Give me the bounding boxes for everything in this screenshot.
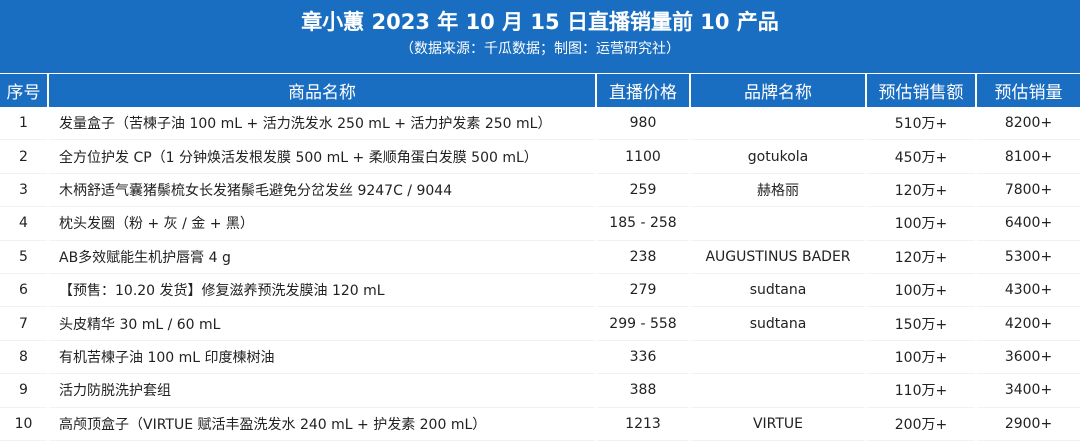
rank-cell: 4 — [0, 206, 48, 241]
product-name-cell: 发量盒子（苦楝子油 100 mL + 活力洗发水 250 mL + 活力护发素 … — [47, 107, 596, 140]
sales-volume-cell: 6400+ — [975, 206, 1080, 241]
sales-amount-cell: 100万+ — [865, 340, 976, 374]
table-row: 7 头皮精华 30 mL / 60 mL 299 - 558 sudtana 150万+… — [0, 306, 1080, 341]
sales-volume-cell: 8200+ — [975, 107, 1080, 140]
product-name-cell: 枕头发圈（粉 + 灰 / 金 + 黑） — [47, 206, 596, 241]
sales-amount-cell: 510万+ — [865, 107, 976, 140]
price-cell: 1213 — [595, 407, 690, 441]
price-cell: 336 — [595, 340, 690, 374]
data-source-note: （数据来源：千瓜数据；制图：运营研究社） — [400, 41, 680, 57]
rank-cell: 10 — [0, 407, 48, 441]
column-header-rank: 序号 — [0, 74, 48, 107]
product-name-cell: 高颅顶盒子（VIRTUE 赋活丰盈洗发水 240 mL + 护发素 200 mL… — [47, 407, 596, 441]
sales-amount-cell: 200万+ — [865, 407, 976, 441]
sales-volume-cell: 3600+ — [975, 340, 1080, 374]
sales-amount-cell: 100万+ — [865, 206, 976, 241]
rank-cell: 6 — [0, 273, 48, 307]
brand-cell: VIRTUE — [689, 407, 866, 441]
sales-volume-cell: 4200+ — [975, 306, 1080, 341]
price-cell: 299 - 558 — [595, 306, 690, 341]
sales-ranking-table: 序号 商品名称 直播价格 品牌名称 预估销售额 预估销量 1 发量盒子（苦楝子油 … — [0, 74, 1080, 441]
brand-cell: 赫格丽 — [689, 173, 866, 207]
brand-cell: gotukola — [689, 139, 866, 174]
product-name-cell: AB多效赋能生机护唇膏 4 g — [47, 240, 596, 274]
rank-cell: 1 — [0, 107, 48, 140]
price-cell: 238 — [595, 240, 690, 274]
title-banner: 章小蕙 2023 年 10 月 15 日直播销量前 10 产品 （数据来源：千瓜… — [0, 0, 1080, 73]
rank-cell: 9 — [0, 373, 48, 408]
rank-cell: 2 — [0, 139, 48, 174]
rank-cell: 3 — [0, 173, 48, 207]
sales-amount-cell: 150万+ — [865, 306, 976, 341]
sales-amount-cell: 100万+ — [865, 273, 976, 307]
sales-volume-cell: 7800+ — [975, 173, 1080, 207]
sales-amount-cell: 120万+ — [865, 240, 976, 274]
price-cell: 279 — [595, 273, 690, 307]
brand-cell — [689, 206, 866, 241]
product-name-cell: 有机苦楝子油 100 mL 印度楝树油 — [47, 340, 596, 374]
product-name-cell: 活力防脱洗护套组 — [47, 373, 596, 408]
product-name-cell: 头皮精华 30 mL / 60 mL — [47, 306, 596, 341]
rank-cell: 7 — [0, 306, 48, 341]
sales-volume-cell: 8100+ — [975, 139, 1080, 174]
table-row: 2 全方位护发 CP（1 分钟焕活发根发膜 500 mL + 柔顺角蛋白发膜 50… — [0, 139, 1080, 174]
table-row: 9 活力防脱洗护套组 388 110万+ 3400+ — [0, 373, 1080, 408]
price-cell: 259 — [595, 173, 690, 207]
column-header-live-price: 直播价格 — [595, 74, 690, 107]
price-cell: 980 — [595, 107, 690, 140]
sales-amount-cell: 450万+ — [865, 139, 976, 174]
sales-amount-cell: 110万+ — [865, 373, 976, 408]
sales-volume-cell: 2900+ — [975, 407, 1080, 441]
brand-cell — [689, 107, 866, 140]
table-row: 5 AB多效赋能生机护唇膏 4 g 238 AUGUSTINUS BADER 120万+… — [0, 240, 1080, 274]
table-row: 3 木柄舒适气囊猪鬃梳女长发猪鬃毛避免分岔发丝 9247C / 9044 259 赫格… — [0, 173, 1080, 207]
table-row: 4 枕头发圈（粉 + 灰 / 金 + 黑） 185 - 258 100万+ 6400+ — [0, 206, 1080, 241]
brand-cell: sudtana — [689, 273, 866, 307]
column-header-brand: 品牌名称 — [689, 74, 866, 107]
product-name-cell: 全方位护发 CP（1 分钟焕活发根发膜 500 mL + 柔顺角蛋白发膜 500… — [47, 139, 596, 174]
brand-cell: sudtana — [689, 306, 866, 341]
brand-cell — [689, 373, 866, 408]
product-name-cell: 【预售：10.20 发货】修复滋养预洗发膜油 120 mL — [47, 273, 596, 307]
sales-amount-cell: 120万+ — [865, 173, 976, 207]
table-row: 8 有机苦楝子油 100 mL 印度楝树油 336 100万+ 3600+ — [0, 340, 1080, 374]
price-cell: 1100 — [595, 139, 690, 174]
sales-volume-cell: 4300+ — [975, 273, 1080, 307]
table-row: 6 【预售：10.20 发货】修复滋养预洗发膜油 120 mL 279 sudtana… — [0, 273, 1080, 307]
table-header-row: 序号 商品名称 直播价格 品牌名称 预估销售额 预估销量 — [0, 74, 1080, 107]
column-header-est-sales-volume: 预估销量 — [975, 74, 1080, 107]
table-row: 1 发量盒子（苦楝子油 100 mL + 活力洗发水 250 mL + 活力护发素… — [0, 107, 1080, 140]
page-title: 章小蕙 2023 年 10 月 15 日直播销量前 10 产品 — [301, 10, 779, 34]
column-header-est-sales-amount: 预估销售额 — [865, 74, 976, 107]
sales-volume-cell: 3400+ — [975, 373, 1080, 408]
rank-cell: 8 — [0, 340, 48, 374]
product-name-cell: 木柄舒适气囊猪鬃梳女长发猪鬃毛避免分岔发丝 9247C / 9044 — [47, 173, 596, 207]
column-header-product-name: 商品名称 — [47, 74, 596, 107]
price-cell: 185 - 258 — [595, 206, 690, 241]
price-cell: 388 — [595, 373, 690, 408]
brand-cell — [689, 340, 866, 374]
table-row: 10 高颅顶盒子（VIRTUE 赋活丰盈洗发水 240 mL + 护发素 200 … — [0, 407, 1080, 441]
rank-cell: 5 — [0, 240, 48, 274]
brand-cell: AUGUSTINUS BADER — [689, 240, 866, 274]
sales-volume-cell: 5300+ — [975, 240, 1080, 274]
